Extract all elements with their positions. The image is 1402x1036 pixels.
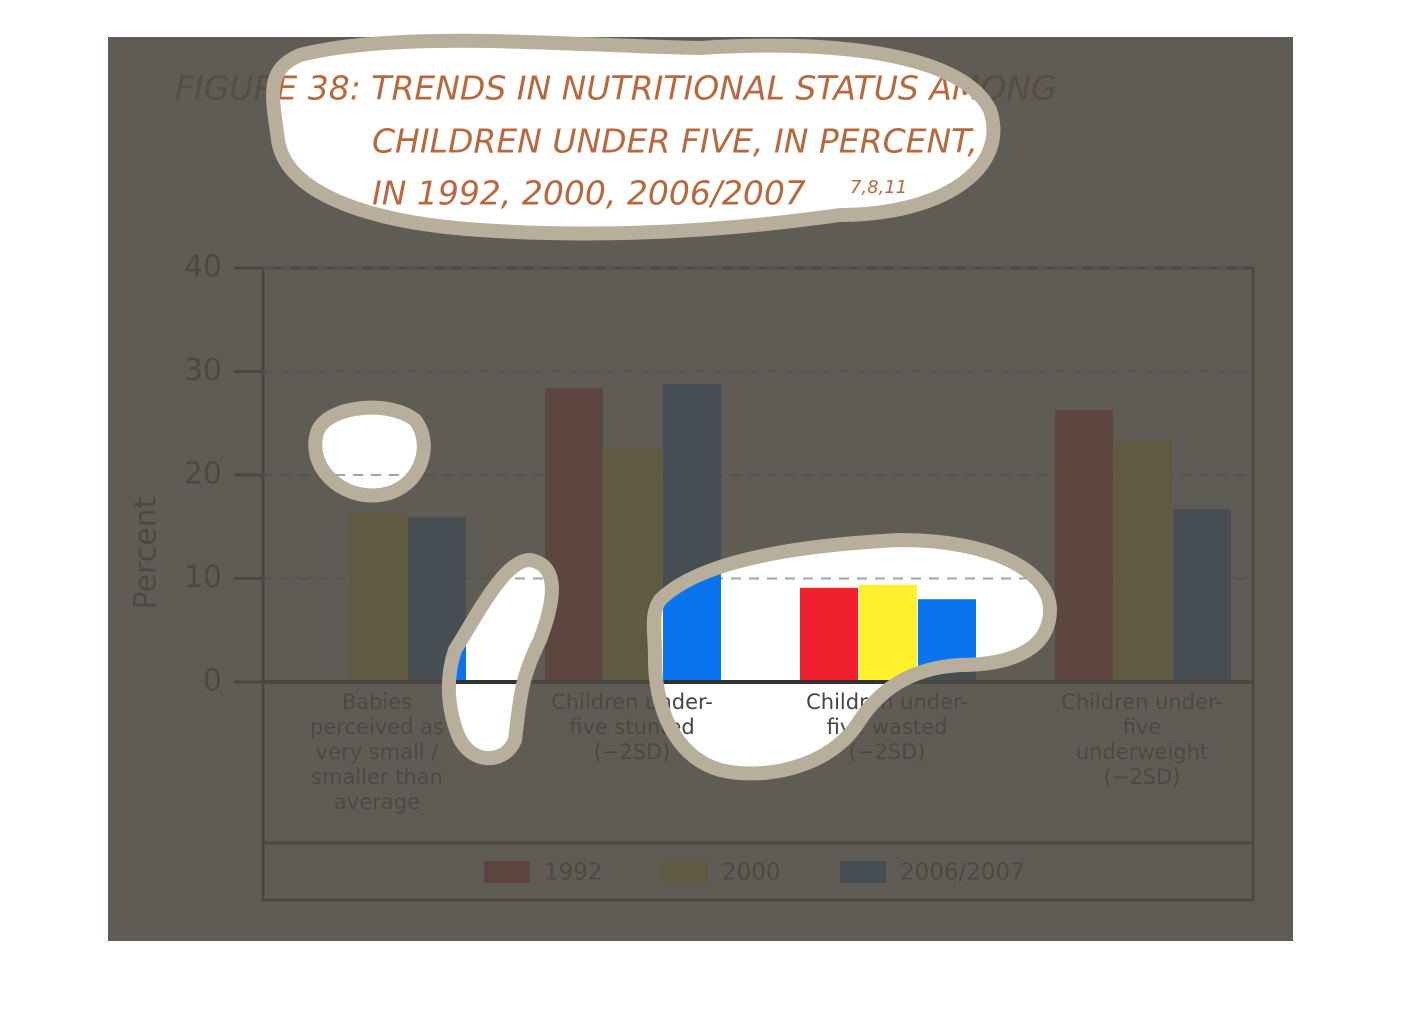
legend-label: 1992 (544, 860, 603, 886)
bar (349, 513, 407, 682)
bar (800, 587, 858, 682)
bar (859, 584, 917, 682)
chart-title-line: FIGURE 38: TRENDS IN NUTRITIONAL STATUS … (175, 69, 1057, 108)
x-tick-label: Children under-five wasted (−2SD) (806, 690, 968, 764)
title-superscript: 7,8,11 (850, 177, 907, 198)
legend-swatch (484, 861, 530, 883)
bar (604, 449, 662, 682)
y-tick-label: 30 (184, 353, 222, 388)
y-tick-label: 20 (184, 457, 222, 492)
chart-title-line: IN 1992, 2000, 2006/2007 (372, 174, 806, 213)
x-tick-label: Babies perceived as very small / smaller… (310, 690, 444, 814)
x-tick-label: Children under-five underweight (−2SD) (1061, 690, 1223, 789)
y-axis-label: Percent (129, 496, 164, 609)
legend-swatch (662, 861, 708, 883)
chart-title-line: CHILDREN UNDER FIVE, IN PERCENT, (372, 122, 978, 161)
bar (1114, 440, 1172, 682)
bar (545, 388, 603, 682)
bar (918, 599, 976, 682)
legend-swatch (840, 861, 886, 883)
legend-label: 2000 (722, 860, 781, 886)
legend-label: 2006/2007 (900, 860, 1025, 886)
bar (1173, 509, 1231, 682)
bar (408, 517, 466, 682)
x-tick-label: Children under-five stunted (−2SD) (551, 690, 713, 764)
y-tick-label: 10 (184, 560, 222, 595)
bar (663, 383, 721, 682)
bar (1055, 409, 1113, 682)
y-tick-label: 40 (184, 250, 222, 285)
y-tick-label: 0 (203, 664, 222, 699)
